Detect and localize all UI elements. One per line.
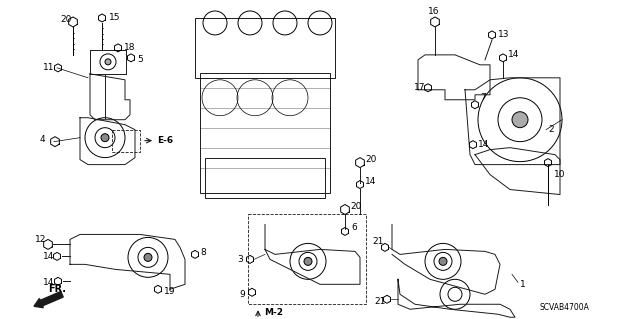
Text: 5: 5 [137, 56, 143, 64]
Text: 20: 20 [60, 15, 72, 25]
Circle shape [304, 257, 312, 265]
Bar [200, 73, 330, 193]
Text: 7: 7 [480, 93, 486, 102]
FancyArrow shape [34, 292, 63, 308]
Circle shape [101, 134, 109, 142]
Text: 16: 16 [428, 7, 440, 17]
Text: 1: 1 [520, 280, 525, 289]
Circle shape [439, 257, 447, 265]
Text: 20: 20 [365, 155, 376, 164]
Circle shape [144, 253, 152, 261]
Bar [248, 214, 366, 304]
Text: 6: 6 [351, 223, 356, 232]
Text: 2: 2 [548, 125, 554, 134]
Text: 3: 3 [237, 255, 243, 264]
Text: FR.: FR. [48, 284, 66, 294]
Text: 17: 17 [414, 83, 426, 92]
Text: 21: 21 [374, 297, 385, 306]
Text: 18: 18 [124, 43, 136, 52]
Text: 9: 9 [239, 290, 244, 299]
Text: 14: 14 [365, 177, 376, 186]
Bar [112, 130, 140, 152]
Text: 4: 4 [40, 135, 45, 144]
Circle shape [105, 59, 111, 65]
Text: 8: 8 [200, 248, 205, 257]
Text: 21: 21 [372, 237, 383, 246]
Text: 14: 14 [508, 50, 520, 59]
Text: 15: 15 [109, 13, 120, 22]
Text: 13: 13 [498, 30, 509, 40]
Text: 20: 20 [350, 202, 362, 211]
Text: SCVAB4700A: SCVAB4700A [540, 303, 590, 312]
Text: 10: 10 [554, 170, 566, 179]
Text: 14: 14 [43, 278, 54, 287]
Text: 19: 19 [164, 287, 175, 296]
Text: 11: 11 [43, 63, 54, 72]
Circle shape [512, 112, 528, 128]
Text: 12: 12 [35, 235, 46, 244]
Text: E-6: E-6 [157, 136, 173, 145]
Bar [205, 158, 325, 197]
Text: 14: 14 [478, 140, 490, 149]
Text: 14: 14 [43, 252, 54, 261]
Bar [195, 18, 335, 78]
Text: M-2: M-2 [264, 308, 283, 317]
